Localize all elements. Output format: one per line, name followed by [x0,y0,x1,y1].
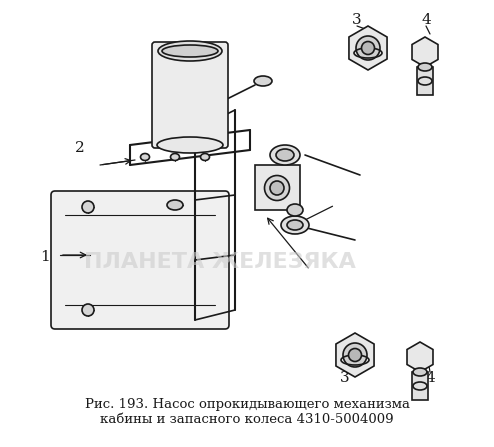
Text: 3: 3 [340,371,350,385]
Ellipse shape [413,368,427,376]
Polygon shape [412,37,438,67]
Text: 3: 3 [352,13,362,27]
Ellipse shape [276,149,294,161]
Ellipse shape [287,220,303,230]
Ellipse shape [82,201,94,213]
Text: Рис. 193. Насос опрокидывающего механизма: Рис. 193. Насос опрокидывающего механизм… [84,398,410,411]
Text: 4: 4 [425,371,435,385]
Ellipse shape [348,349,362,362]
Ellipse shape [162,45,218,57]
Ellipse shape [418,63,432,71]
Ellipse shape [82,304,94,316]
FancyBboxPatch shape [152,42,228,148]
Text: ПЛАНЕТА ЖЕЛЕЗЯКА: ПЛАНЕТА ЖЕЛЕЗЯКА [84,252,356,272]
Ellipse shape [287,204,303,216]
Polygon shape [407,342,433,372]
Bar [255,165,300,210]
Ellipse shape [254,76,272,86]
Text: 1: 1 [40,250,50,264]
Ellipse shape [343,343,367,367]
Ellipse shape [157,137,223,153]
Bar [412,372,428,400]
Ellipse shape [270,181,284,195]
Ellipse shape [281,216,309,234]
Ellipse shape [201,153,209,160]
FancyBboxPatch shape [51,191,229,329]
Ellipse shape [270,145,300,165]
Text: 2: 2 [75,141,85,155]
Ellipse shape [264,176,289,201]
Ellipse shape [158,41,222,61]
Ellipse shape [362,42,374,55]
Bar [417,67,433,95]
Ellipse shape [140,153,150,160]
Ellipse shape [170,153,179,160]
Polygon shape [336,333,374,377]
Text: кабины и запасного колеса 4310-5004009: кабины и запасного колеса 4310-5004009 [100,413,394,426]
Text: 4: 4 [421,13,431,27]
Ellipse shape [356,36,380,60]
Ellipse shape [167,200,183,210]
Polygon shape [349,26,387,70]
